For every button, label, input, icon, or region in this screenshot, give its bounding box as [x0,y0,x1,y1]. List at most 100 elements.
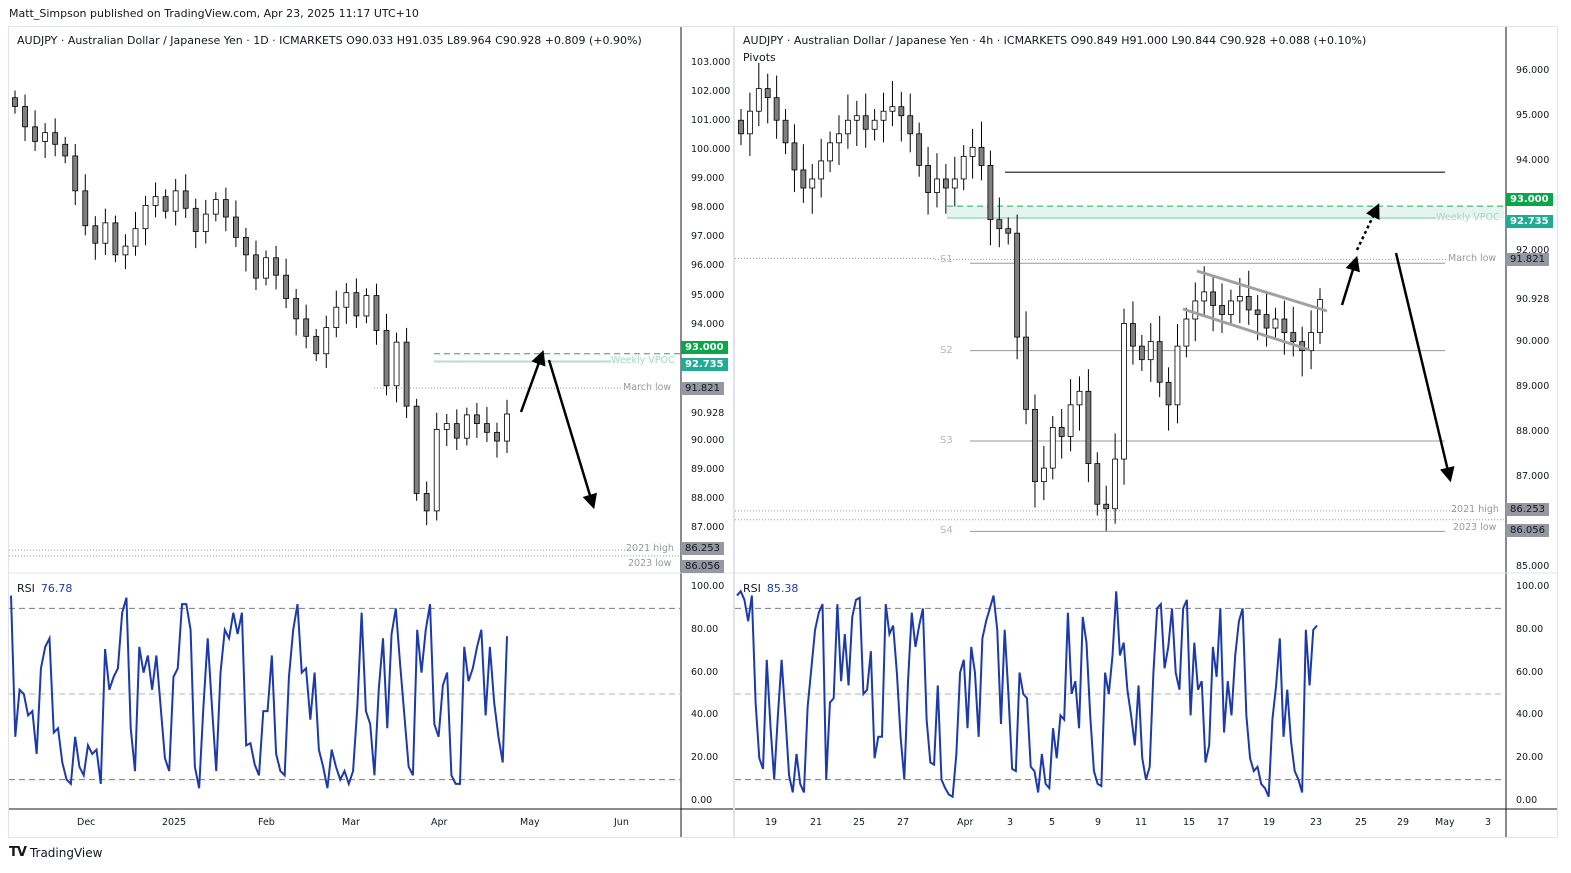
time-label: Jun [614,817,629,828]
price-tick: 87.000 [691,522,725,534]
2021-high-label: 2021 high [626,543,674,555]
price-tick: 88.000 [691,493,725,505]
time-label: May [520,817,540,828]
time-label: 2025 [162,817,187,828]
time-label: 19 [765,817,778,828]
price-tick: 98.000 [691,202,725,214]
time-label: 25 [1355,817,1368,828]
price-tick: 90.000 [1516,335,1550,347]
4h-chart-canvas[interactable] [735,27,1557,837]
4h-rsi-legend: RSI 85.38 [743,582,798,595]
pivot-label-s4: S4 [940,525,953,537]
rsi-label: RSI [743,582,761,595]
rsi-tick: 0.00 [1516,795,1538,806]
time-label: Mar [342,817,360,828]
price-tick: 103.000 [691,56,731,68]
price-tag-2023-low: 86.056 [1506,523,1549,537]
chart-panel-4h[interactable]: AUDJPY · Australian Dollar / Japanese Ye… [734,26,1558,838]
time-label: 25 [853,817,866,828]
pivot-label-s1: S1 [940,254,953,266]
current-price-label: 90.928 [1516,293,1550,305]
time-label: May [1435,817,1455,828]
time-label: 15 [1183,817,1196,828]
4h-symbol-legend: AUDJPY · Australian Dollar / Japanese Ye… [743,34,1367,47]
publisher-caption: Matt_Simpson published on TradingView.co… [9,7,419,20]
rsi-tick: 60.00 [1516,666,1544,678]
footer-branding: TV TradingView [9,845,102,860]
rsi-value: 85.38 [766,582,799,595]
price-tick: 96.000 [1516,64,1550,76]
price-tag-march-low: 91.821 [1506,253,1549,267]
price-tick: 100.000 [691,144,731,156]
price-tag-2021-high: 86.253 [1506,502,1549,516]
chart-panel-daily[interactable]: AUDJPY · Australian Dollar / Japanese Ye… [8,26,734,838]
price-tag-93: 93.000 [1506,193,1553,207]
time-label: 11 [1135,817,1148,828]
time-label: 3 [1007,817,1014,828]
time-label: Apr [431,817,448,828]
price-tick: 99.000 [691,173,725,185]
2021-high-label: 2021 high [1451,503,1499,515]
tradingview-brand: TradingView [29,845,103,860]
price-tick: 94.000 [1516,154,1550,166]
price-tick: 95.000 [691,289,725,301]
time-label: 27 [897,817,910,828]
tradingview-logo-icon: TV [9,845,27,860]
time-label: 23 [1310,817,1323,828]
rsi-tick: 40.00 [1516,709,1544,721]
time-label: Dec [77,817,96,828]
price-tick: 95.000 [1516,109,1550,121]
price-tick: 88.000 [1516,425,1550,437]
price-tick: 102.000 [691,85,731,97]
time-label: 5 [1049,817,1056,828]
weekly-vpoc-label: Weekly VPOC [1436,212,1500,224]
rsi-tick: 80.00 [691,623,719,635]
march-low-label: March low [623,382,672,394]
time-label: 19 [1263,817,1276,828]
rsi-tick: 80.00 [1516,623,1544,635]
price-tick: 94.000 [691,318,725,330]
march-low-label: March low [1448,253,1497,265]
time-label: 17 [1217,817,1230,828]
time-label: Feb [258,817,275,828]
daily-rsi-legend: RSI 76.78 [17,582,72,595]
price-tag-2023-low: 86.056 [681,559,724,573]
price-tag-2021-high: 86.253 [681,542,724,556]
price-tick: 97.000 [691,231,725,243]
weekly-vpoc-label: Weekly VPOC [611,355,675,367]
rsi-label: RSI [17,582,35,595]
price-tick: 85.000 [1516,561,1550,573]
rsi-tick: 40.00 [691,709,719,721]
pivots-indicator-label: Pivots [743,51,776,64]
price-tick: 90.000 [691,435,725,447]
rsi-tick: 20.00 [691,752,719,764]
daily-chart-canvas[interactable] [9,27,733,837]
price-tick: 92.000 [1516,245,1550,257]
time-label: Apr [957,817,974,828]
rsi-tick: 100.00 [1516,581,1550,592]
current-price-label: 90.928 [691,408,725,420]
price-tick: 96.000 [691,260,725,272]
rsi-tick: 100.00 [691,581,725,592]
time-label: 29 [1397,817,1410,828]
2023-low-label: 2023 low [628,557,672,569]
price-tag-93: 93.000 [681,340,728,354]
time-label: 3 [1485,817,1492,828]
rsi-tick: 60.00 [691,666,719,678]
rsi-value: 76.78 [40,582,73,595]
pivot-label-s3: S3 [940,434,953,446]
time-label: 21 [810,817,823,828]
price-tag-march-low: 91.821 [681,382,724,396]
rsi-tick: 20.00 [1516,752,1544,764]
daily-symbol-legend: AUDJPY · Australian Dollar / Japanese Ye… [17,34,642,47]
price-tag-vpoc: 92.735 [681,358,728,372]
2023-low-label: 2023 low [1453,521,1497,533]
pivot-label-s2: S2 [940,344,953,356]
price-tag-vpoc: 92.735 [1506,215,1553,229]
price-tick: 89.000 [691,464,725,476]
price-tick: 89.000 [1516,380,1550,392]
rsi-tick: 0.00 [691,795,713,806]
price-tick: 101.000 [691,115,731,126]
time-label: 9 [1095,817,1102,828]
price-tick: 87.000 [1516,471,1550,483]
